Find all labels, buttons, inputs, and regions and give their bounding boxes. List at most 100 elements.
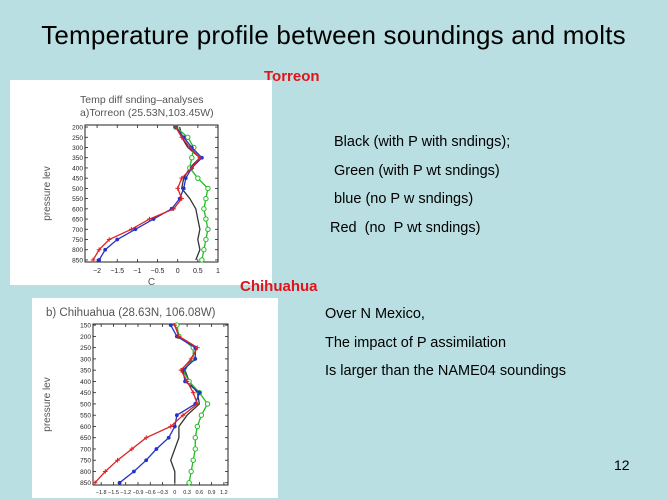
data-point-red [189,165,195,171]
x-tick-label: −1.5 [110,268,124,275]
data-point-green [186,480,192,486]
data-point-red [171,206,176,212]
series-line-blue [119,324,201,484]
legend-line-blue: blue (no P w sndings) [334,191,474,207]
data-point-green [192,435,198,441]
x-tick-label: −1 [133,268,141,275]
series-line-blue [98,126,203,261]
y-tick-label: 200 [72,125,83,132]
y-tick-label: 750 [72,237,83,244]
slide-notes: Over N Mexico, The impact of P assimilat… [325,300,566,386]
y-tick-label: 850 [72,257,83,264]
data-point-red [168,424,174,429]
data-point-green [205,185,211,192]
y-tick-label: 550 [80,413,91,420]
y-tick-label: 450 [72,176,83,183]
y-tick-label: 750 [80,458,91,465]
slide-title: Temperature profile between soundings an… [41,20,626,50]
data-point-red [102,469,108,474]
data-point-blue [197,390,202,395]
y-tick-label: 150 [80,323,91,330]
data-point-green [203,216,209,222]
data-point-red [190,390,196,395]
data-point-blue [144,458,149,463]
y-tick-label: 600 [80,424,91,431]
data-point-red [179,196,185,201]
y-tick-label: 300 [80,356,91,363]
x-tick-label: 0.6 [196,490,204,496]
data-point-red [96,247,102,253]
x-tick-label: −0.6 [145,490,156,496]
data-point-green [195,175,201,181]
plot-frame [84,124,219,263]
data-point-green [185,134,191,140]
note-line: Over N Mexico, [325,306,425,322]
note-line: The impact of P assimilation [325,334,507,351]
data-point-red [178,367,184,373]
data-point-red [172,322,178,328]
data-point-green [201,247,207,253]
data-point-red [195,345,200,350]
data-point-green [188,468,194,475]
x-tick-label: −0.5 [151,268,165,275]
y-tick-label: 350 [72,155,83,162]
x-tick-label: 0 [176,268,180,275]
data-point-green [198,412,205,418]
y-tick-label: 550 [72,196,83,203]
y-tick-label: 450 [80,390,91,397]
data-point-red [175,186,180,191]
x-tick-label: 0.3 [183,490,191,496]
data-point-green [194,423,201,430]
data-point-red [197,155,203,161]
y-tick-label: 400 [80,379,91,386]
data-point-blue [166,435,171,440]
y-tick-label: 500 [80,401,91,408]
data-point-blue [174,413,179,418]
legend-line-green: Green (with P wt sndings) [334,162,500,179]
y-tick-label: 300 [72,145,83,152]
data-point-blue [132,469,136,474]
data-point-red [115,457,120,463]
x-tick-label: −1.2 [120,490,131,496]
y-tick-label: 850 [80,480,91,487]
data-point-red [179,134,185,140]
x-tick-label: −2 [93,268,101,275]
chihuahua-heading: Chihuahua [240,278,318,295]
data-point-blue [133,227,138,232]
data-point-green [204,401,211,407]
data-point-red [180,412,186,418]
y-tick-label: 650 [72,217,83,224]
data-point-red [106,237,112,242]
torreon-heading: Torreon [264,68,320,85]
chart-subtitle: b) Chihuahua (28.63N, 106.08W) [46,307,216,319]
data-point-red [143,435,149,441]
x-tick-label: −1.5 [108,490,119,496]
data-point-blue [154,447,159,451]
data-point-red [129,226,134,232]
data-point-red [129,446,135,452]
data-point-green [199,257,205,263]
y-tick-label: 500 [72,186,83,193]
x-tick-label: −0.9 [133,490,144,496]
data-point-green [203,236,209,243]
series-legend: Black (with P with sndings); Green (with… [328,128,510,242]
data-point-red [187,145,193,150]
data-point-green [201,206,207,212]
data-point-red [90,257,96,263]
y-tick-label: 700 [72,227,83,234]
y-tick-label: 700 [80,446,91,453]
data-point-blue [117,480,122,485]
data-point-red [195,401,200,407]
data-point-green [205,226,211,232]
y-tick-label: 250 [80,345,91,352]
data-point-red [147,216,152,222]
data-point-blue [193,357,198,361]
y-tick-label: 350 [80,368,91,375]
y-axis-label: pressure lev [42,166,53,220]
page-number: 12 [614,457,630,473]
data-point-blue [115,237,120,242]
data-point-green [203,195,209,202]
data-point-red [173,124,178,130]
chihuahua-chart-panel: b) Chihuahua (28.63N, 106.08W) 150 200 250 3… [32,298,278,498]
